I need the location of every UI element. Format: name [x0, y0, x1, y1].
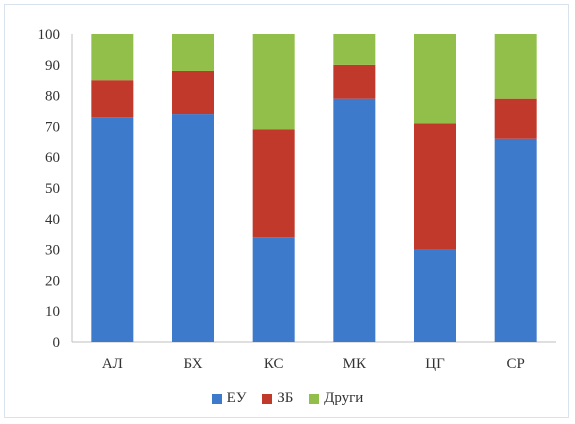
x-tick-label: МК [343, 356, 367, 372]
y-tick-label: 90 [45, 58, 60, 74]
legend-swatch-zb [262, 393, 273, 404]
bar-segment [414, 34, 456, 124]
y-tick-label: 60 [45, 150, 60, 166]
x-tick-label: СР [506, 356, 524, 372]
y-tick-label: 50 [45, 181, 60, 197]
bar-segment [333, 98, 376, 343]
x-tick-label: АЛ [102, 356, 123, 372]
y-tick-label: 40 [45, 212, 60, 228]
bar-segment [172, 34, 214, 71]
legend: ЕУ ЗБ Други [0, 390, 575, 409]
bar-segment [91, 80, 134, 118]
legend-swatch-eu [211, 393, 222, 404]
legend-swatch-drugi [309, 393, 320, 404]
y-tick-label: 10 [45, 304, 60, 320]
bar-segment [414, 123, 456, 250]
legend-item-drugi: Други [309, 390, 363, 407]
y-tick-label: 30 [45, 243, 60, 259]
x-tick-label: БХ [183, 356, 202, 372]
legend-label-zb: ЗБ [277, 390, 294, 406]
legend-item-eu: ЕУ [211, 390, 247, 407]
bar-segment [252, 129, 295, 238]
legend-label-drugi: Други [324, 390, 364, 406]
y-tick-label: 20 [45, 273, 60, 289]
y-tick-label: 80 [45, 89, 60, 105]
x-tick-label: ЦГ [425, 356, 445, 372]
y-tick-label: 70 [45, 119, 60, 135]
bar-segment [333, 64, 376, 99]
y-axis-ticks: 0 10 20 30 40 50 60 70 80 90 100 [38, 27, 61, 351]
bar-segment [172, 114, 214, 342]
bar-segment [91, 117, 134, 342]
legend-item-zb: ЗБ [262, 390, 293, 407]
bars-group [91, 34, 537, 343]
bar-segment [252, 34, 295, 130]
bar-segment [494, 98, 537, 139]
legend-label-eu: ЕУ [226, 390, 247, 406]
bar-segment [414, 249, 456, 342]
bar-segment [252, 237, 295, 342]
bar-segment [494, 138, 537, 342]
bar-segment [494, 34, 537, 99]
bar-segment [172, 70, 214, 115]
y-tick-label: 0 [53, 335, 61, 351]
bar-segment [333, 34, 376, 65]
x-axis-ticks: АЛ БХ КС МК ЦГ СР [102, 356, 525, 372]
y-tick-label: 100 [38, 27, 61, 43]
x-tick-label: КС [264, 356, 284, 372]
bar-segment [91, 34, 134, 81]
